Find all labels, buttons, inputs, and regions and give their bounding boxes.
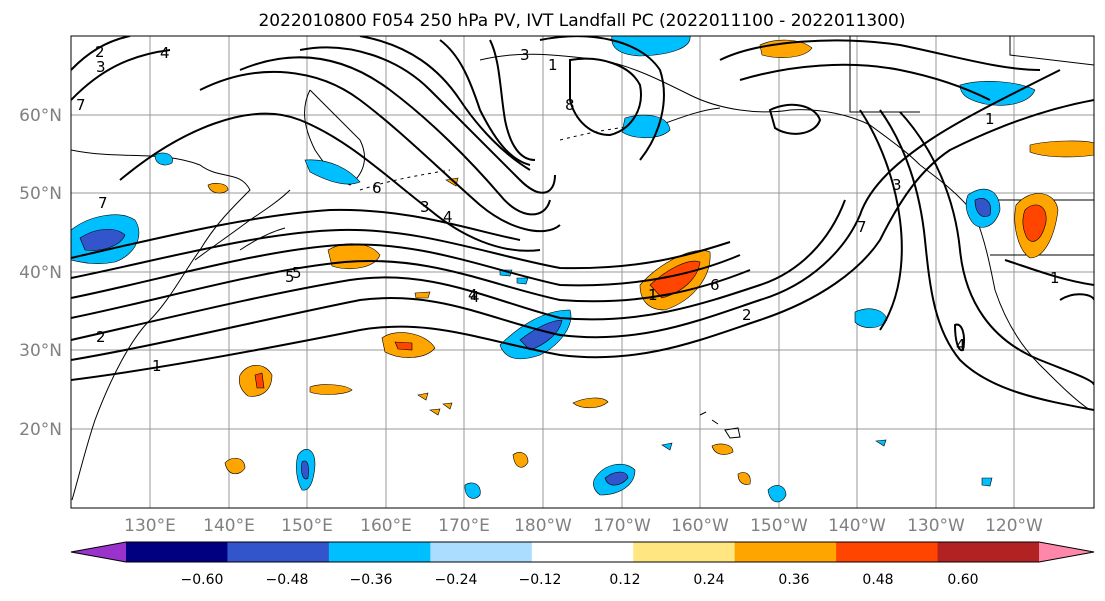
ivt-contours [71,36,1094,411]
contour-label: 8 [565,96,575,114]
map-title: 2022010800 F054 250 hPa PV, IVT Landfall… [258,11,905,31]
pv-anomaly-shading [71,36,1094,503]
contour-label: 1 [648,286,658,304]
contour-label: 1 [985,110,995,128]
contour-label: 4 [470,288,480,306]
lat-label: 50°N [19,184,62,204]
contour-label: 1 [152,357,162,375]
contour-label: 6 [710,276,720,294]
contour-label: 7 [98,194,108,212]
lon-label: 170°E [438,516,490,536]
contour-label: 2 [95,43,105,61]
colorbar-tick-label: −0.12 [519,572,562,588]
contour-label: 2 [742,306,752,324]
lon-label: 140°W [828,516,886,536]
map-panel: 2 3 4 7 3 8 1 4 7 6 5 4 3 1 7 5 4 6 2 1 [70,35,1095,509]
colorbar-tick-label: 0.48 [862,572,893,588]
colorbar-segment [328,542,431,562]
latitude-labels: 60°N 50°N 40°N 30°N 20°N [19,106,62,440]
lon-label: 170°W [593,516,651,536]
lat-label: 20°N [19,420,62,440]
contour-label: 6 [372,179,382,197]
colorbar-tick-label: −0.24 [435,572,478,588]
lat-label: 30°N [19,341,62,361]
lon-label: 130°E [124,516,176,536]
colorbar-segment [836,542,939,562]
colorbar-extend-high [1039,542,1094,562]
contour-label: 3 [420,198,430,216]
colorbar-segment [937,542,1040,562]
contour-label: 4 [956,336,966,354]
colorbar-tick-label: −0.48 [266,572,309,588]
lon-label: 180°W [514,516,572,536]
colorbar-tick-label: 0.12 [609,572,640,588]
colorbar-tick-label: 0.24 [693,572,724,588]
lon-label: 130°W [907,516,965,536]
colorbar-segment [126,542,228,562]
lat-label: 40°N [19,263,62,283]
contour-label: 4 [468,286,478,304]
colorbar [70,541,1095,563]
contour-label: 7 [76,96,86,114]
lon-label: 160°E [360,516,412,536]
contour-label: 4 [443,208,453,226]
contour-label: 3 [892,176,902,194]
colorbar-outline [70,541,1095,563]
lat-label: 60°N [19,106,62,126]
lon-label: 150°W [750,516,808,536]
colorbar-segment [734,542,837,562]
graticule [71,36,1094,508]
lon-label: 150°E [281,516,333,536]
contour-label: 5 [285,268,295,286]
contour-labels: 2 3 4 7 3 8 1 4 7 6 5 4 3 1 7 5 4 6 2 1 [76,43,1060,375]
colorbar-ticks: −0.60 −0.48 −0.36 −0.24 −0.12 0.12 0.24 … [181,572,979,588]
contour-label: 1 [1050,269,1060,287]
colorbar-segment [227,542,330,562]
contour-label: 3 [520,46,530,64]
contour-label: 3 [96,58,106,76]
lon-label: 160°W [671,516,729,536]
colorbar-extend-low [71,542,126,562]
colorbar-tick-label: −0.36 [350,572,393,588]
colorbar-tick-label: 0.60 [947,572,978,588]
contour-label: 4 [160,44,170,62]
colorbar-segment [633,542,736,562]
colorbar-segment [531,542,634,562]
colorbar-segment [430,542,533,562]
colorbar-tick-label: 0.36 [778,572,809,588]
contour-label: 2 [96,328,106,346]
contour-label: 5 [292,264,302,282]
contour-label: 1 [548,56,558,74]
contour-label: 7 [857,218,867,236]
longitude-labels: 130°E 140°E 150°E 160°E 170°E 180°W 170°… [124,516,1043,536]
lon-label: 140°E [203,516,255,536]
colorbar-tick-label: −0.60 [181,572,224,588]
lon-label: 120°W [985,516,1043,536]
